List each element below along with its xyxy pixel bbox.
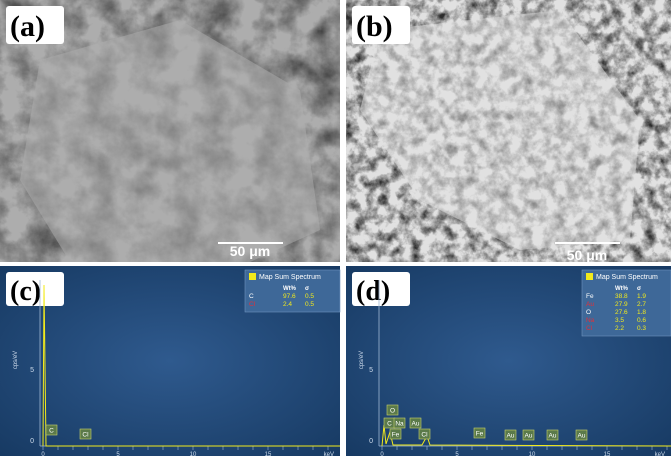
x-tick-label: 15 xyxy=(265,452,272,456)
element: Fe xyxy=(586,293,594,300)
y-tick-label: 5 xyxy=(369,367,373,374)
element: Au xyxy=(586,301,594,308)
wt: 3.5 xyxy=(615,317,624,324)
x-tick-label: 15 xyxy=(604,452,611,456)
sigma: 0.5 xyxy=(305,301,314,308)
wt: 27.9 xyxy=(615,301,628,308)
column-header: Wt% xyxy=(283,286,297,292)
peak-label: Cl xyxy=(421,432,428,439)
scale-bar-label: 50 μm xyxy=(230,243,270,259)
y-tick-label: 5 xyxy=(30,367,34,374)
panel-label: (c) xyxy=(10,276,41,307)
peak-label: Au xyxy=(507,433,515,440)
x-tick-label: 10 xyxy=(529,452,536,456)
column-header: σ xyxy=(637,286,641,292)
sigma: 0.3 xyxy=(637,325,646,332)
sigma: 0.5 xyxy=(305,293,314,300)
panel-label: (d) xyxy=(356,276,390,307)
sigma: 1.8 xyxy=(637,309,646,316)
legend-swatch xyxy=(249,273,256,280)
scale-bar-label: 50 μm xyxy=(567,247,607,263)
x-unit: keV xyxy=(324,452,334,456)
element: Na xyxy=(586,317,595,324)
x-tick-label: 10 xyxy=(190,452,197,456)
figure: (a) 50 μm (b) 50 μm (c) Map Sum Spectrum Wt% σ C… xyxy=(0,0,671,456)
column-header: σ xyxy=(305,286,309,292)
sigma: 1.9 xyxy=(637,293,646,300)
peak-label: Au xyxy=(578,433,586,440)
y-tick-label: 0 xyxy=(369,438,373,445)
sigma: 0.6 xyxy=(637,317,646,324)
wt: 2.2 xyxy=(615,325,624,332)
peak-label: Au xyxy=(412,421,420,428)
element: O xyxy=(586,309,591,316)
wt: 38.8 xyxy=(615,293,628,300)
wt: 27.6 xyxy=(615,309,628,316)
legend-swatch xyxy=(586,273,593,280)
legend-title: Map Sum Spectrum xyxy=(259,274,321,281)
peak-label: Au xyxy=(525,433,533,440)
panel-label: (b) xyxy=(356,10,393,43)
peak-label: Au xyxy=(549,433,557,440)
x-unit: keV xyxy=(655,452,665,456)
peak-label: Na xyxy=(395,421,404,428)
sigma: 2.7 xyxy=(637,301,646,308)
legend-title: Map Sum Spectrum xyxy=(596,274,658,281)
peak-label: O xyxy=(390,408,395,415)
column-header: Wt% xyxy=(615,286,629,292)
peak-label: Fe xyxy=(392,432,400,439)
element: Cl xyxy=(586,325,593,332)
wt: 97.6 xyxy=(283,293,296,300)
y-axis-label: cps/eV xyxy=(13,351,19,369)
wt: 2.4 xyxy=(283,301,292,308)
element: Cl xyxy=(249,301,256,308)
y-tick-label: 0 xyxy=(30,438,34,445)
panel-label: (a) xyxy=(10,10,45,43)
peak-label: Cl xyxy=(82,432,89,439)
element: C xyxy=(249,293,254,300)
peak-label: C xyxy=(49,428,54,435)
peak-label: C xyxy=(387,421,392,428)
y-axis-label: cps/eV xyxy=(359,351,365,369)
peak-label: Fe xyxy=(476,431,484,438)
